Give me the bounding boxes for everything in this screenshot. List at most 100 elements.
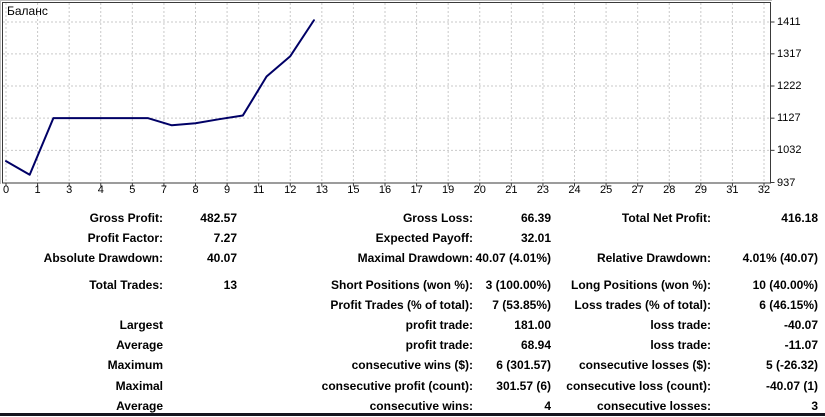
balance-chart [2, 2, 775, 187]
stats-row: Gross Profit: 482.57 Gross Loss: 66.39 Total… [0, 208, 825, 228]
stat-value [711, 228, 818, 248]
stat-value: 4 [544, 399, 551, 413]
plot-border [2, 2, 771, 184]
stat-value: -11.07 [784, 338, 818, 352]
stats-row: Total Trades: 13 Short Positions (won %): 3… [0, 275, 825, 295]
stat-label: Profit Factor: [87, 231, 163, 245]
stat-value [163, 295, 237, 315]
y-axis-tick-label: 937 [777, 176, 796, 189]
stat-label: Absolute Drawdown: [43, 251, 163, 265]
stat-value: -40.07 (1) [765, 379, 818, 393]
x-axis-tick-label: 31 [726, 184, 739, 196]
stats-row: Average consecutive wins: 4 consecutive los… [0, 396, 825, 416]
x-axis-tick-label: 32 [757, 184, 771, 196]
stat-value: 66.39 [520, 211, 551, 225]
y-axis-tick-label: 1032 [777, 144, 802, 157]
stat-value: 416.18 [781, 211, 818, 225]
stat-value: 40.07 [206, 251, 237, 265]
x-axis-tick-label: 15 [347, 184, 360, 196]
stat-value [163, 376, 237, 396]
x-axis-tick-label: 7 [160, 184, 167, 196]
panel-top-edge [0, 0, 772, 1]
stat-value: 181.00 [514, 318, 551, 332]
x-axis-tick-label: 16 [378, 184, 392, 196]
bottom-separator-line [0, 413, 825, 416]
stat-label: Total Net Profit: [621, 211, 711, 225]
stats-row: Profit Factor: 7.27 Expected Payoff: 32.01 [0, 228, 825, 248]
y-axis-tick-label: 1317 [777, 47, 802, 60]
stat-value: 13 [223, 278, 237, 292]
x-axis-tick-label: 21 [505, 184, 518, 196]
stat-value: 5 (-26.32) [765, 358, 818, 372]
stats-row: Absolute Drawdown: 40.07 Maximal Drawdown:… [0, 248, 825, 268]
stat-label: consecutive losses ($): [578, 358, 711, 372]
x-axis-tick-label: 1 [34, 184, 41, 196]
stat-value: 301.57 (6) [496, 379, 551, 393]
stat-label: Long Positions (won %): [571, 278, 711, 292]
panel-left-edge [0, 0, 1, 184]
stats-row: Average profit trade: 68.94 loss trade: -11.… [0, 335, 825, 355]
stat-label: loss trade: [650, 318, 711, 332]
stat-value [163, 335, 237, 355]
stat-label: consecutive loss (count): [566, 379, 711, 393]
stat-label: Average [116, 399, 163, 413]
x-axis-tick-label: 4 [97, 184, 104, 196]
stat-value [163, 315, 237, 335]
stat-value: 6 (301.57) [496, 358, 551, 372]
stat-value: -40.07 [783, 318, 818, 332]
stat-value: 32.01 [520, 231, 551, 245]
x-axis-tick-label: 8 [192, 184, 199, 196]
stat-label: Total Trades: [89, 278, 163, 292]
stat-label: Average [116, 338, 163, 352]
stat-value: 3 (100.00%) [485, 278, 551, 292]
stat-value: 3 [811, 399, 818, 413]
stat-label: Largest [119, 318, 163, 332]
x-axis-tick-label: 20 [473, 184, 486, 196]
stat-label: Maximal [115, 379, 163, 393]
stat-value [163, 355, 237, 375]
stats-row: Maximum consecutive wins ($): 6 (301.57) co… [0, 355, 825, 375]
stat-label: profit trade: [405, 318, 473, 332]
x-axis-tick-label: 12 [284, 184, 297, 196]
stats-row: Maximal consecutive profit (count): 301.57… [0, 376, 825, 396]
x-axis-tick-label: 0 [2, 184, 10, 196]
x-axis-tick-label: 25 [599, 184, 613, 196]
stat-label: Gross Loss: [402, 211, 473, 225]
stat-label: consecutive profit (count): [321, 379, 473, 393]
x-axis-tick-label: 9 [224, 184, 231, 196]
stat-label: Maximal Drawdown: [357, 251, 473, 265]
stat-label: Maximum [107, 358, 163, 372]
x-axis-tick-label: 27 [631, 184, 644, 196]
stat-label [551, 228, 711, 248]
stat-label: Short Positions (won %): [331, 278, 473, 292]
x-axis-tick-label: 29 [694, 184, 707, 196]
stat-label: loss trade: [650, 338, 711, 352]
stat-label: Expected Payoff: [375, 231, 473, 245]
stat-label: profit trade: [405, 338, 473, 352]
stats-row: Largest profit trade: 181.00 loss trade: -40… [0, 315, 825, 335]
x-axis-tick-label: 28 [663, 184, 676, 196]
stat-value: 7.27 [213, 231, 237, 245]
x-axis-tick-label: 17 [410, 184, 423, 196]
balance-line [5, 19, 315, 176]
y-axis-tick-label: 1222 [777, 79, 802, 92]
x-axis-tick-label: 3 [66, 184, 73, 196]
stat-label: Gross Profit: [89, 211, 163, 225]
stat-value: 4.01% (40.07) [742, 251, 818, 265]
stat-label: consecutive wins ($): [351, 358, 473, 372]
stat-value: 6 (46.15%) [759, 298, 818, 312]
x-axis-tick-label: 23 [536, 184, 550, 196]
stat-label: Profit Trades (% of total): [330, 298, 473, 312]
stat-label: consecutive wins: [369, 399, 473, 413]
x-axis-tick-label: 19 [442, 184, 455, 196]
stats-row: Profit Trades (% of total): 7 (53.85%) Los… [0, 295, 825, 315]
y-axis-tick-label: 1411 [777, 16, 801, 28]
stat-value: 10 (40.00%) [752, 278, 818, 292]
stat-label: Relative Drawdown: [596, 251, 711, 265]
y-axis-tick-label: 1127 [777, 112, 801, 125]
stat-value: 68.94 [520, 338, 551, 352]
stat-label: consecutive losses: [596, 399, 711, 413]
stat-value: 40.07 (4.01%) [475, 251, 551, 265]
x-axis-tick-label: 11 [252, 184, 265, 196]
